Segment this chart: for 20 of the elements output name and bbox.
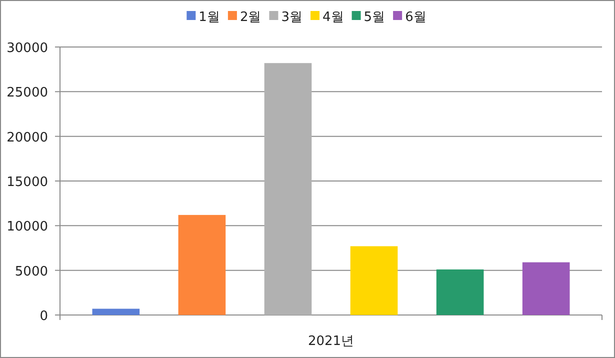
y-tick-label: 10000 (6, 220, 48, 235)
legend-label: 6월 (405, 10, 426, 25)
bar (178, 214, 226, 315)
bar (522, 262, 570, 315)
y-tick-label: 0 (40, 309, 48, 324)
x-tick-label: 2021년 (308, 334, 354, 349)
bar (92, 308, 140, 315)
legend-label: 2월 (240, 10, 262, 25)
legend-label: 3월 (281, 10, 302, 25)
y-tick-label: 30000 (6, 41, 48, 56)
legend-label: 5월 (364, 10, 386, 25)
legend-label: 1월 (198, 10, 220, 25)
y-tick-label: 25000 (6, 86, 48, 101)
bar (264, 63, 312, 315)
bar (350, 246, 398, 315)
y-tick-label: 15000 (6, 175, 48, 190)
bar (436, 269, 484, 315)
y-tick-label: 5000 (14, 264, 48, 280)
y-tick-label: 20000 (6, 130, 48, 146)
legend-label: 4월 (322, 10, 344, 25)
